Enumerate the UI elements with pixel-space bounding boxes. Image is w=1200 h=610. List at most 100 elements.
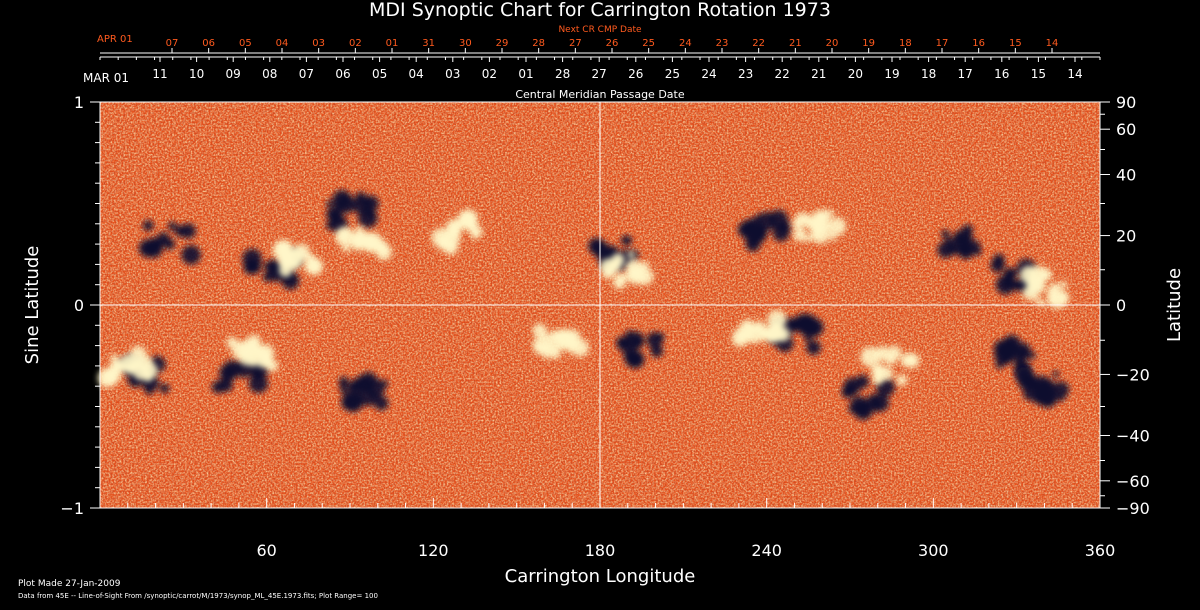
cmp-date-label: 27 [592,67,607,81]
cmp-date-label: 07 [299,67,314,81]
y-left-tick-label: −1 [60,499,84,518]
flux-blob [472,226,483,237]
positive-flux-region [599,251,654,289]
positive-flux-region [431,209,483,256]
flux-blob [136,355,153,371]
flux-blob [1033,381,1052,400]
plot-made-note: Plot Made 27-Jan-2009 [18,579,121,589]
flux-blob [343,392,364,413]
x-axis-label: Carrington Longitude [505,566,696,587]
flux-blob [337,229,350,242]
cmp-date-label: 17 [958,67,973,81]
flux-blob [751,227,758,235]
cmp-axis-label: Central Meridian Passage Date [515,88,684,101]
y-right-tick-label: 20 [1116,227,1136,246]
x-tick-label: 360 [1085,541,1116,560]
positive-flux-region [532,323,590,360]
x-tick-label: 120 [418,541,449,560]
y-right-tick-label: 90 [1116,93,1136,112]
next-cmp-date-label: 31 [422,38,435,49]
flux-blob [1047,288,1068,309]
cmp-date-label: 23 [738,67,753,81]
cmp-axes: Next CR CMP Date 07 06 05 04 03 02 01 31 30 29 28 2… [83,25,1101,101]
flux-blob [159,383,170,394]
cmp-start-label: MAR 01 [83,71,129,85]
flux-blob [263,261,274,272]
flux-blob [627,251,635,259]
negative-flux-region [841,374,895,421]
flux-blob [629,267,642,281]
x-tick-label: 240 [751,541,782,560]
flux-blob [1008,280,1018,290]
next-cmp-date-label: 27 [569,38,582,49]
next-cmp-date-label: 02 [349,38,362,49]
y-right-tick-label: 0 [1116,296,1126,315]
flux-blob [900,353,915,368]
magnetogram-map [97,101,1101,509]
flux-blob [459,217,466,225]
flux-blob [243,259,259,275]
flux-blob [775,327,790,342]
flux-blob [365,208,376,219]
flux-blob [1015,350,1026,361]
flux-blob [306,255,316,265]
flux-blob [887,345,902,361]
next-cmp-date-label: 14 [1046,38,1059,49]
flux-blob [540,344,555,359]
flux-blob [278,252,295,270]
cmp-date-label: 26 [628,67,643,81]
flux-blob [262,272,273,282]
flux-blob [867,393,880,406]
chart-title: MDI Synoptic Chart for Carrington Rotati… [369,0,831,21]
flux-blob [742,319,754,330]
flux-blob [334,202,342,210]
flux-blob [793,228,807,242]
positive-flux-region [226,334,279,372]
x-tick-label: 300 [918,541,949,560]
flux-blob [326,200,334,208]
flux-blob [737,222,753,238]
flux-blob [361,236,378,253]
negative-flux-region [616,330,665,369]
cmp-date-label: 01 [518,67,533,81]
flux-blob [874,346,890,362]
next-cmp-date-label: 06 [202,38,215,49]
flux-blob [352,197,369,215]
flux-blob [1052,370,1060,378]
positive-flux-region [792,209,847,244]
flux-blob [247,334,261,349]
flux-blob [626,331,645,350]
flux-blob [755,213,762,220]
flux-blob [767,310,787,330]
y-left-tick-label: 0 [74,296,84,315]
negative-flux-region [338,372,389,413]
flux-blob [342,244,351,253]
flux-blob [806,340,821,356]
flux-blob [650,344,664,358]
next-cmp-start-label: APR 01 [97,34,133,45]
positive-flux-region [272,239,324,278]
next-cmp-date-label: 03 [312,38,325,49]
next-cmp-date-label: 22 [752,38,765,49]
cmp-date-label: 06 [335,67,350,81]
flux-blob [1002,334,1021,354]
x-tick-label: 60 [256,541,276,560]
cmp-date-label: 05 [372,67,387,81]
flux-blob [1004,267,1018,281]
negative-flux-region [325,189,379,233]
flux-blob [947,245,957,256]
y-right-tick-label: −40 [1116,426,1150,445]
flux-blob [443,240,458,256]
next-cmp-date-label: 17 [936,38,949,49]
next-cmp-date-label: 07 [166,38,179,49]
next-cmp-date-label: 04 [276,38,289,49]
cmp-date-label: 08 [262,67,277,81]
next-cmp-date-label: 20 [826,38,839,49]
flux-blob [167,221,177,231]
cmp-date-label: 04 [409,67,424,81]
negative-flux-region [937,224,982,260]
flux-blob [772,224,790,242]
flux-blob [841,386,854,399]
y-left-tick-label: 1 [74,93,84,112]
flux-blob [124,361,138,375]
